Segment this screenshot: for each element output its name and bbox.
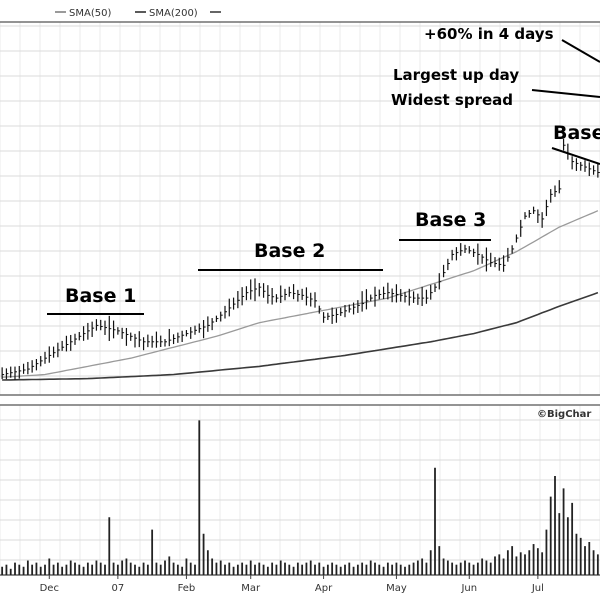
volume-panel-grid bbox=[0, 405, 600, 575]
source-watermark: ©BigChar bbox=[537, 409, 591, 420]
base3-label: Base 3 bbox=[415, 209, 486, 231]
up-day-pointer bbox=[531, 89, 600, 98]
widest-spread-label: Widest spread bbox=[391, 91, 513, 109]
month-label: Feb bbox=[178, 583, 196, 594]
legend-label-sma200: SMA(200) bbox=[149, 8, 198, 19]
base1-label: Base 1 bbox=[65, 285, 136, 307]
month-label: Dec bbox=[40, 583, 59, 594]
price-panel-grid bbox=[0, 22, 600, 395]
base2-label: Base 2 bbox=[254, 240, 325, 262]
month-label: Jun bbox=[460, 583, 477, 594]
month-label: Jul bbox=[531, 583, 544, 594]
base4-label: Base bbox=[553, 122, 600, 144]
month-label: Apr bbox=[315, 583, 333, 594]
largest-up-day-label: Largest up day bbox=[393, 66, 519, 84]
sma200-line bbox=[2, 291, 599, 381]
price-bars-group bbox=[1, 138, 600, 380]
annotations: Base 1 Base 2 Base 3 Base +60% in 4 days… bbox=[47, 25, 600, 315]
gain-60pct-label: +60% in 4 days bbox=[424, 25, 554, 43]
volume-bars-group bbox=[1, 420, 599, 575]
month-label: May bbox=[386, 583, 407, 594]
base4-line bbox=[551, 147, 600, 165]
month-label: 07 bbox=[111, 583, 124, 594]
legend-label-sma50: SMA(50) bbox=[69, 8, 111, 19]
gain-60pct-pointer bbox=[561, 39, 600, 63]
month-label: Mar bbox=[241, 583, 261, 594]
legend: SMA(50) SMA(200) bbox=[55, 8, 221, 19]
month-axis: Dec 07 Feb Mar Apr May Jun Jul bbox=[40, 575, 544, 594]
sma50-line bbox=[2, 210, 599, 378]
